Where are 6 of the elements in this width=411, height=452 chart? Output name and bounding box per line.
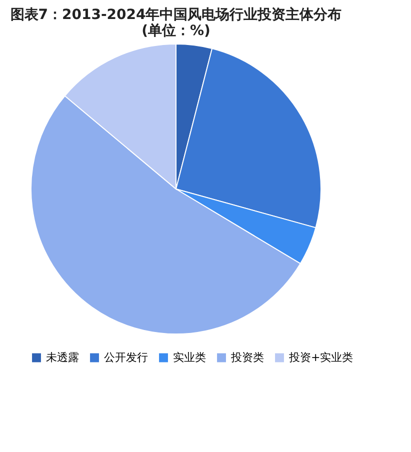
legend-label: 投资+实业类 bbox=[288, 350, 354, 364]
legend-label: 投资类 bbox=[230, 350, 264, 364]
legend-label: 公开发行 bbox=[104, 350, 148, 364]
chart-title: 图表7：2013-2024年中国风电场行业投资主体分布 (单位：%) bbox=[10, 6, 342, 39]
legend-label: 实业类 bbox=[173, 350, 206, 364]
legend-label: 未透露 bbox=[46, 350, 79, 364]
